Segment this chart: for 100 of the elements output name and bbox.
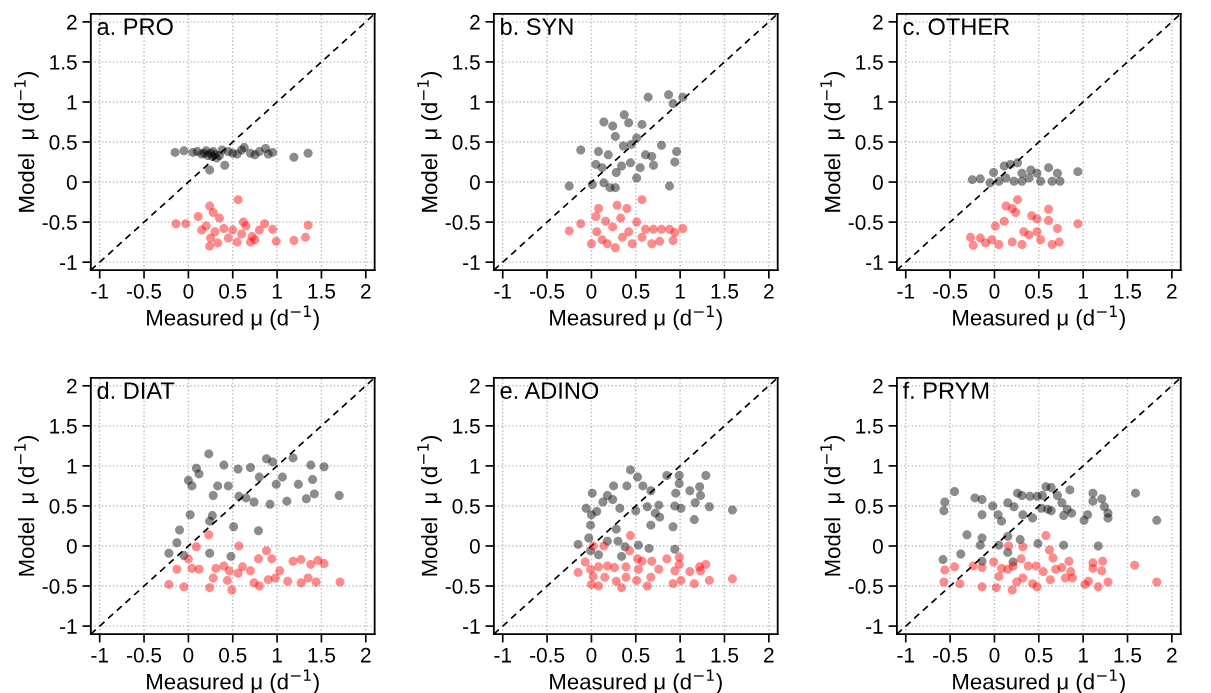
point [254,472,264,482]
point [685,486,695,496]
point [217,145,227,155]
point [649,160,659,170]
point [289,152,299,162]
point [229,522,239,532]
point [1103,513,1113,523]
point [654,564,664,574]
point [303,220,313,230]
y-tick-label: 1.5 [453,55,480,70]
point [581,503,591,513]
x-tick-label: 0 [989,647,1000,663]
point [1044,204,1054,214]
y-tick-label: 1.5 [453,419,480,434]
x-tick-label: -1 [897,648,915,663]
x-tick-label: 0.5 [622,647,650,663]
point [632,173,642,183]
point [940,497,950,507]
point [1152,515,1162,525]
point [219,224,229,234]
x-tick-label: 0.5 [1025,647,1053,663]
point [1036,235,1046,245]
point [179,582,189,592]
point [968,240,978,250]
point [1097,494,1107,504]
point [237,229,247,239]
x-tick-label: -1 [91,284,108,299]
point [224,566,234,576]
point [608,495,618,505]
x-tick-label: -1 [494,648,511,663]
point [1041,531,1051,541]
chart-title: b. SYN [501,17,573,36]
point [204,530,214,540]
point [664,90,674,100]
point [586,510,596,520]
point [1032,168,1042,178]
point [271,479,281,489]
point [647,151,657,161]
point [1038,567,1048,577]
point [689,579,699,589]
y-tick-label: -0.5 [848,215,883,230]
point [654,500,664,510]
point [1017,240,1027,250]
point [975,540,985,550]
point [170,147,180,157]
point [647,239,657,249]
point [289,236,299,246]
point [994,176,1004,186]
point [1057,498,1067,508]
point [662,471,672,481]
point [1046,483,1056,493]
point [641,224,651,234]
point [1097,566,1107,576]
point [602,239,612,249]
y-tick-label: 2 [470,14,480,30]
point [283,576,293,586]
point [1055,176,1065,186]
x-tick-label: 1 [1078,284,1088,299]
point [588,571,598,581]
point [1008,561,1018,571]
point [1065,485,1075,495]
point [615,503,625,513]
point [1024,230,1034,240]
y-tick-label: 2 [470,378,480,394]
point [616,213,626,223]
point [205,516,215,526]
point [637,119,647,129]
x-tick-label: 1 [675,648,685,663]
point [637,195,647,205]
point [1052,224,1062,234]
point [319,559,329,569]
point [245,566,255,576]
chart-title: a. PRO [97,18,173,36]
point [1013,195,1023,205]
point [185,510,195,520]
y-tick-label: 1.5 [50,419,77,434]
point [990,221,1000,231]
point [1036,176,1046,186]
point [261,546,271,556]
y-tick-label: 0 [66,538,77,554]
x-tick-label: -1 [897,284,915,299]
point [625,465,635,475]
point [1044,545,1054,555]
point [621,562,631,572]
point [701,559,711,569]
point [597,163,607,173]
x-tick-label: 2 [361,283,371,299]
point [622,481,632,491]
point [994,240,1004,250]
y-tick-label: 0.5 [49,135,77,150]
point [668,99,678,109]
point [564,226,574,236]
chart-title: e. ADINO [500,382,599,399]
point [282,496,292,506]
x-axis-title: Measured μ (d$^{−1}$) [147,669,319,693]
point [727,505,737,515]
point [633,564,643,574]
point [194,564,204,574]
point [646,520,656,530]
point [213,238,223,248]
